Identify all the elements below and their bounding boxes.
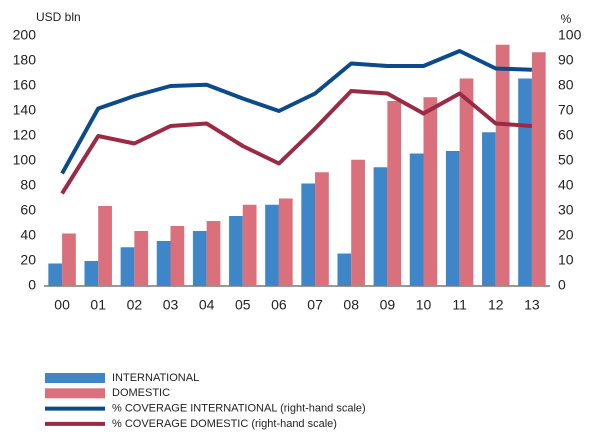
bar <box>278 198 293 286</box>
bar <box>373 167 388 286</box>
bar <box>387 101 402 286</box>
x-tick-label: 11 <box>452 297 467 313</box>
bar <box>315 172 329 286</box>
x-tick-label: 01 <box>90 297 106 313</box>
y-axis-label: USD bln <box>36 10 81 24</box>
bar <box>242 204 257 286</box>
x-tick-label: 10 <box>416 297 432 313</box>
x-tick-label: 02 <box>127 297 143 313</box>
bar <box>192 231 207 286</box>
bar <box>48 263 63 286</box>
x-tick-label: 13 <box>524 297 540 313</box>
y-tick-label: 120 <box>13 127 37 143</box>
x-tick-label: 00 <box>54 297 70 313</box>
bar <box>423 97 438 286</box>
bar <box>495 44 510 286</box>
bar <box>62 233 76 286</box>
y2-tick-label: 100 <box>558 27 582 43</box>
legend-label: INTERNATIONAL <box>112 372 199 384</box>
bar <box>337 253 352 286</box>
y-tick-label: 80 <box>20 177 36 193</box>
bar <box>98 206 112 286</box>
y2-tick-label: 20 <box>558 227 574 243</box>
x-tick-label: 05 <box>235 297 251 313</box>
legend-label: % COVERAGE INTERNATIONAL (right-hand sca… <box>112 403 366 415</box>
bar <box>170 226 185 286</box>
legend-swatch <box>45 388 105 399</box>
bar <box>459 78 474 286</box>
y-tick-label: 160 <box>13 77 37 93</box>
y2-axis-label: % <box>561 12 572 26</box>
bar <box>531 52 546 286</box>
x-tick-label: 03 <box>163 297 179 313</box>
y-tick-label: 140 <box>13 102 37 118</box>
bar <box>301 183 316 286</box>
y2-tick-label: 80 <box>558 77 574 93</box>
line <box>60 49 532 175</box>
y-tick-label: 200 <box>13 27 37 43</box>
x-tick-label: 09 <box>380 297 396 313</box>
legend-label: % COVERAGE DOMESTIC (right-hand scale) <box>112 418 337 430</box>
y-tick-label: 20 <box>20 252 36 268</box>
y2-tick-label: 70 <box>558 102 574 118</box>
bar <box>134 231 149 286</box>
bar <box>206 221 221 286</box>
bar <box>445 151 460 286</box>
y2-tick-label: 0 <box>558 277 566 293</box>
y-tick-label: 100 <box>13 152 37 168</box>
legend-swatch <box>45 373 105 383</box>
bar <box>409 153 424 286</box>
y2-tick-label: 90 <box>558 52 574 68</box>
x-tick-label: 06 <box>271 297 287 313</box>
y-tick-label: 60 <box>20 202 36 218</box>
y-tick-label: 180 <box>13 52 37 68</box>
y-tick-label: 40 <box>20 227 36 243</box>
y2-tick-label: 10 <box>558 252 574 268</box>
y2-tick-label: 50 <box>558 152 574 168</box>
legend-label: DOMESTIC <box>112 387 170 399</box>
bar <box>518 78 532 286</box>
y2-tick-label: 60 <box>558 127 574 143</box>
y-tick-label: 0 <box>28 277 36 293</box>
x-tick-label: 12 <box>488 297 504 313</box>
y2-tick-label: 30 <box>558 202 574 218</box>
y2-tick-label: 40 <box>558 177 574 193</box>
x-tick-label: 08 <box>343 297 359 313</box>
bar <box>351 159 365 286</box>
x-tick-label: 07 <box>307 297 323 313</box>
bar <box>84 261 99 286</box>
bar <box>120 247 135 286</box>
bar <box>265 204 279 286</box>
line <box>60 89 533 195</box>
bar <box>229 216 243 286</box>
bar <box>482 132 496 286</box>
bar <box>156 241 171 286</box>
x-tick-label: 04 <box>199 297 215 313</box>
